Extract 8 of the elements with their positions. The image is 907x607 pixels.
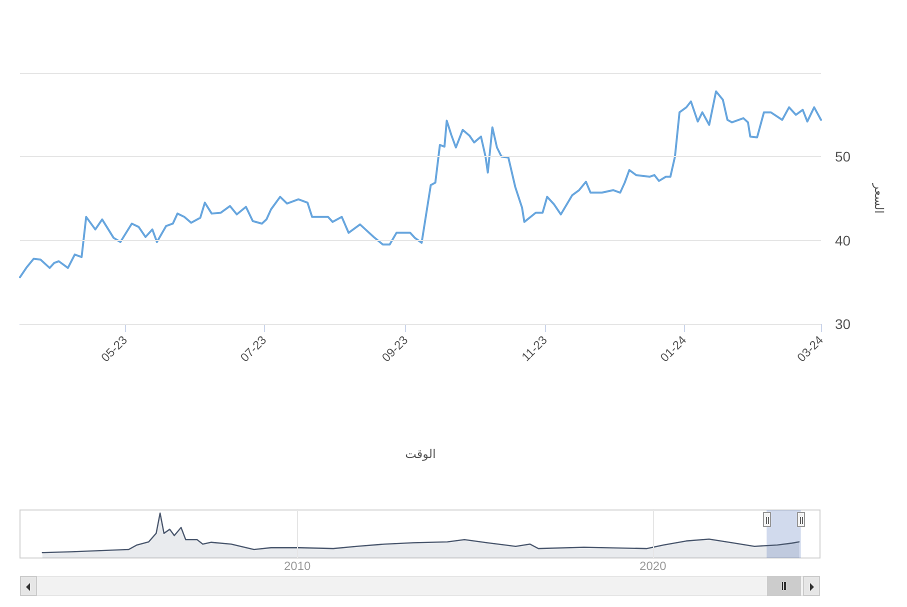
x-tick-label: 2010 [284, 559, 312, 573]
x-axis-title: الوقت [405, 447, 436, 461]
x-tick-label: 2020 [640, 559, 667, 573]
y-axis-title: السعر [872, 182, 886, 214]
line-series [19, 90, 822, 278]
y-tick-label: 40 [835, 232, 851, 248]
y-tick-label: 30 [835, 316, 851, 332]
y-tick-label: 50 [835, 148, 851, 165]
